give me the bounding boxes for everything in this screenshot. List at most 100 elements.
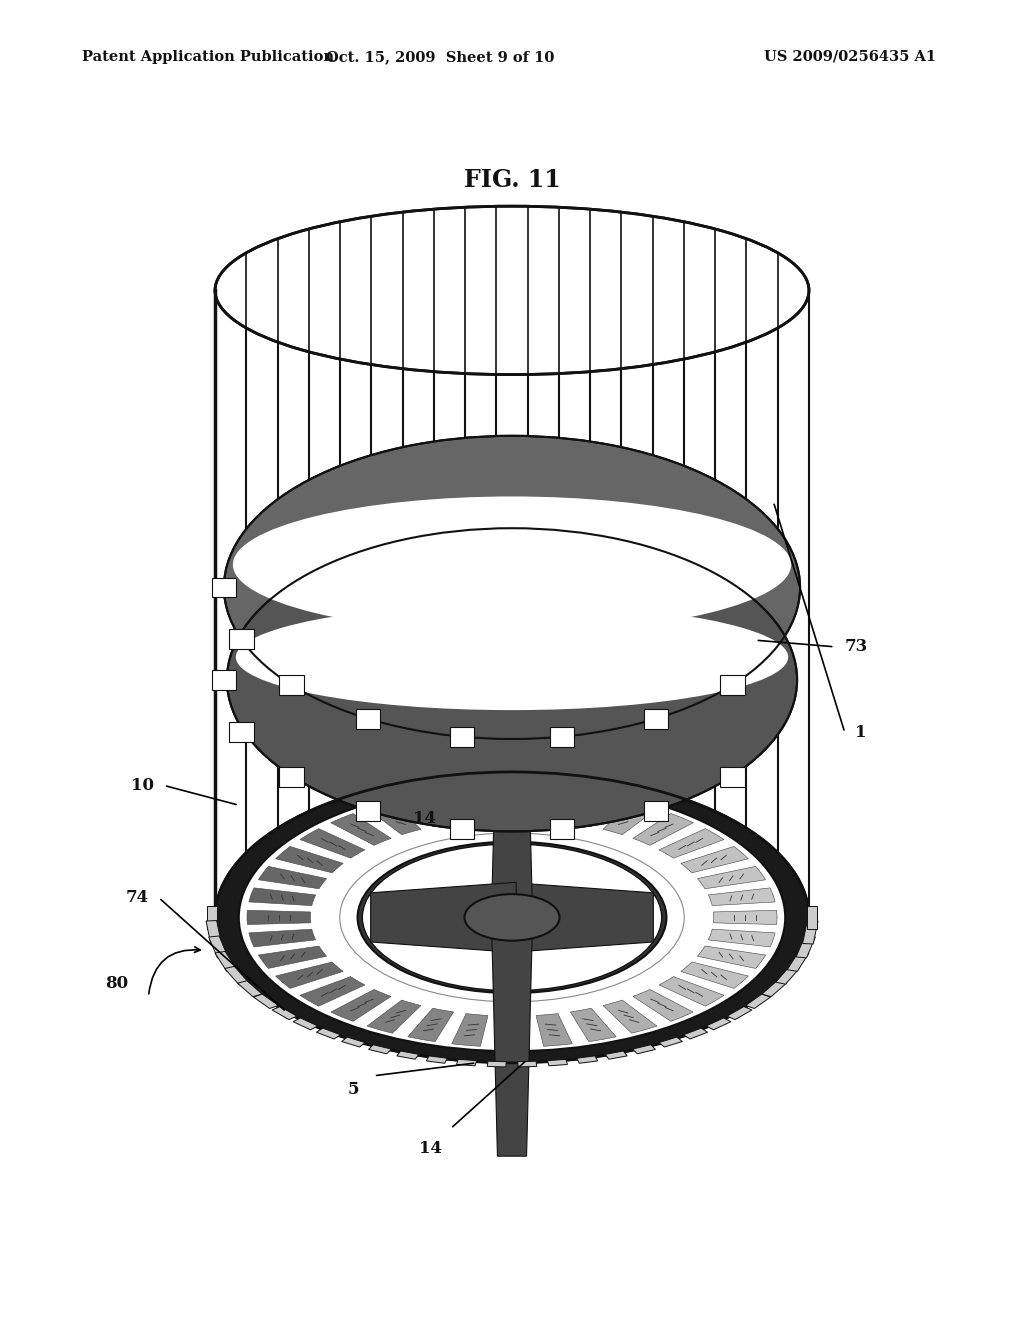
Polygon shape xyxy=(659,829,724,858)
Polygon shape xyxy=(550,727,574,747)
Text: 1: 1 xyxy=(855,725,866,741)
Text: Patent Application Publication: Patent Application Publication xyxy=(82,50,334,63)
Polygon shape xyxy=(369,1044,391,1053)
Polygon shape xyxy=(355,801,380,821)
Polygon shape xyxy=(300,977,365,1006)
Polygon shape xyxy=(487,1061,506,1067)
Polygon shape xyxy=(254,994,279,1008)
Polygon shape xyxy=(258,946,327,969)
Polygon shape xyxy=(316,1028,341,1039)
Polygon shape xyxy=(707,1018,731,1030)
Text: 74: 74 xyxy=(125,890,148,906)
Polygon shape xyxy=(229,722,254,742)
Polygon shape xyxy=(807,906,817,929)
Text: US 2009/0256435 A1: US 2009/0256435 A1 xyxy=(764,50,936,63)
Polygon shape xyxy=(280,675,304,694)
Polygon shape xyxy=(709,888,775,906)
Polygon shape xyxy=(644,709,669,729)
Ellipse shape xyxy=(215,772,809,1063)
Polygon shape xyxy=(681,962,749,989)
Polygon shape xyxy=(683,1028,708,1039)
Text: 5: 5 xyxy=(347,1081,359,1097)
Polygon shape xyxy=(570,1008,616,1041)
Polygon shape xyxy=(727,1007,752,1019)
Polygon shape xyxy=(450,727,474,747)
Polygon shape xyxy=(762,981,786,997)
Polygon shape xyxy=(450,820,474,840)
Polygon shape xyxy=(659,977,724,1006)
Polygon shape xyxy=(803,920,818,944)
Polygon shape xyxy=(249,888,315,906)
Polygon shape xyxy=(720,767,744,787)
Polygon shape xyxy=(275,846,343,873)
Polygon shape xyxy=(342,1038,366,1047)
Polygon shape xyxy=(745,994,770,1008)
Polygon shape xyxy=(508,882,653,953)
Polygon shape xyxy=(457,1060,476,1065)
Polygon shape xyxy=(796,936,815,958)
Text: 73: 73 xyxy=(845,639,868,655)
Polygon shape xyxy=(633,813,693,845)
Polygon shape xyxy=(550,820,574,840)
Polygon shape xyxy=(331,813,391,845)
Ellipse shape xyxy=(357,842,667,993)
Polygon shape xyxy=(258,866,327,888)
Polygon shape xyxy=(605,1051,627,1059)
Polygon shape xyxy=(280,767,304,787)
Polygon shape xyxy=(603,1001,657,1034)
Polygon shape xyxy=(207,906,217,929)
Polygon shape xyxy=(776,966,800,985)
Polygon shape xyxy=(709,929,775,946)
Polygon shape xyxy=(681,846,749,873)
Polygon shape xyxy=(492,911,532,1156)
Ellipse shape xyxy=(227,528,797,832)
Polygon shape xyxy=(518,1061,537,1067)
Text: 10: 10 xyxy=(131,777,154,793)
Ellipse shape xyxy=(236,605,788,710)
Polygon shape xyxy=(536,788,572,821)
Polygon shape xyxy=(215,290,809,917)
Polygon shape xyxy=(408,1008,454,1041)
Polygon shape xyxy=(408,793,454,826)
Polygon shape xyxy=(355,709,380,729)
Polygon shape xyxy=(570,793,616,826)
Polygon shape xyxy=(658,1038,682,1047)
Polygon shape xyxy=(209,936,228,958)
Polygon shape xyxy=(697,946,766,969)
Polygon shape xyxy=(492,678,532,924)
Polygon shape xyxy=(229,630,254,649)
Polygon shape xyxy=(633,990,693,1022)
Ellipse shape xyxy=(340,833,684,1002)
Polygon shape xyxy=(426,1056,447,1064)
Text: 14: 14 xyxy=(414,810,436,826)
Polygon shape xyxy=(536,1014,572,1047)
Polygon shape xyxy=(247,911,310,924)
Polygon shape xyxy=(249,929,315,946)
Polygon shape xyxy=(331,990,391,1022)
Text: 80: 80 xyxy=(104,975,128,991)
Ellipse shape xyxy=(362,843,662,991)
Polygon shape xyxy=(293,1018,317,1030)
Polygon shape xyxy=(633,1044,655,1053)
Polygon shape xyxy=(238,981,262,997)
Polygon shape xyxy=(548,1060,567,1065)
Polygon shape xyxy=(697,866,766,888)
Polygon shape xyxy=(371,882,516,953)
Polygon shape xyxy=(212,671,237,689)
Polygon shape xyxy=(300,829,365,858)
Polygon shape xyxy=(206,920,221,944)
Polygon shape xyxy=(275,962,343,989)
Ellipse shape xyxy=(224,436,800,739)
Polygon shape xyxy=(224,966,248,985)
Polygon shape xyxy=(272,1007,297,1019)
Polygon shape xyxy=(367,801,421,834)
Polygon shape xyxy=(720,675,744,694)
Polygon shape xyxy=(498,1016,526,1047)
Polygon shape xyxy=(714,911,777,924)
Polygon shape xyxy=(367,1001,421,1034)
Polygon shape xyxy=(452,1014,488,1047)
Polygon shape xyxy=(452,788,488,821)
Polygon shape xyxy=(577,1056,598,1064)
Polygon shape xyxy=(498,788,526,818)
Text: 14: 14 xyxy=(419,1140,441,1156)
